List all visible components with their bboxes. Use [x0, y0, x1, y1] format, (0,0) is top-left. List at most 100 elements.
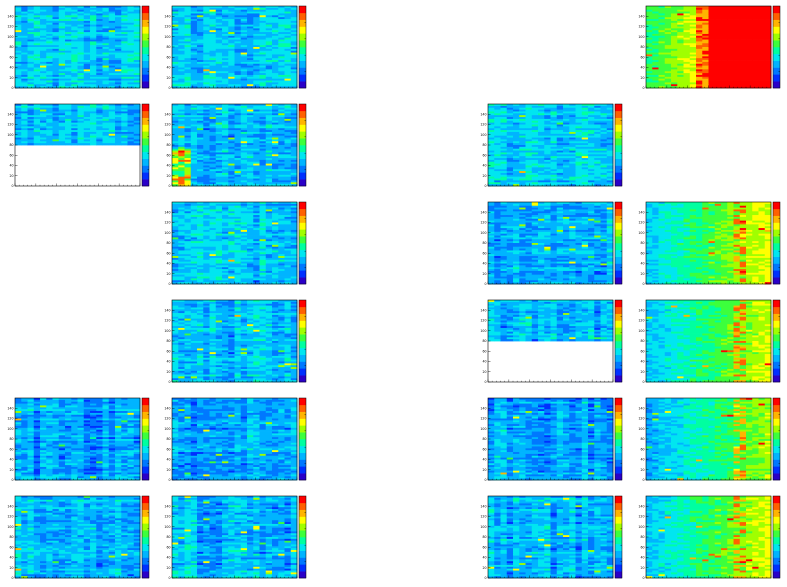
heatmap-cell — [500, 117, 508, 120]
heatmap-cell — [290, 7, 298, 11]
heatmap-cell — [594, 139, 601, 142]
heatmap-cell — [222, 71, 229, 74]
heatmap-cell — [240, 161, 248, 165]
heatmap-cell — [33, 143, 41, 146]
heatmap-cell — [506, 104, 514, 107]
heatmap-cell — [696, 86, 703, 89]
heatmap-cell — [108, 113, 116, 116]
heatmap-cell — [714, 71, 722, 74]
heatmap-cell — [259, 174, 267, 178]
heatmap-cell — [178, 145, 185, 148]
heatmap-cell — [190, 130, 198, 133]
heatmap-cell — [575, 159, 583, 163]
heatmap-cell — [259, 107, 267, 110]
heatmap-cell — [172, 20, 179, 24]
heatmap-cell — [121, 67, 128, 70]
heatmap-cell — [253, 165, 260, 168]
heatmap-cell — [65, 113, 72, 116]
heatmap-cell — [714, 15, 722, 18]
heatmap-cell — [228, 15, 235, 18]
heatmap-cell — [215, 182, 223, 185]
heatmap-cell — [52, 47, 60, 50]
heatmap-cell — [203, 48, 210, 52]
heatmap-cell — [519, 141, 526, 144]
heatmap-cell — [203, 13, 210, 16]
heatmap-cell — [488, 154, 495, 157]
heatmap-cell — [190, 86, 198, 89]
heatmap-cell — [683, 69, 691, 72]
heatmap-cell — [259, 48, 267, 52]
heatmap-cell — [133, 118, 141, 122]
heatmap-cell — [65, 104, 72, 107]
heatmap-cell — [52, 39, 60, 42]
colorscale-segment — [299, 19, 306, 27]
heatmap-cell — [278, 145, 285, 148]
heatmap-cell — [77, 104, 85, 107]
heatmap-cell — [65, 126, 72, 129]
heatmap-cell — [209, 156, 217, 159]
heatmap-cell — [290, 163, 298, 166]
heatmap-cell — [77, 143, 85, 146]
heatmap-cell — [33, 139, 41, 142]
heatmap-cell — [488, 122, 495, 125]
heatmap-cell — [133, 135, 141, 138]
heatmap-cell — [265, 167, 273, 170]
heatmap-cell — [488, 156, 495, 159]
colorscale-segment — [299, 53, 306, 61]
heatmap-cell — [764, 50, 772, 53]
heatmap-cell — [575, 124, 583, 127]
heatmap-cell — [727, 35, 734, 39]
heatmap-cell — [272, 63, 279, 67]
heatmap-cell — [222, 159, 229, 163]
heatmap-cell — [197, 74, 204, 78]
heatmap-cell — [178, 20, 185, 24]
heatmap-cell — [708, 71, 716, 74]
colorscale-segment — [142, 12, 149, 20]
heatmap-cell — [184, 67, 192, 70]
heatmap-cell — [556, 107, 564, 110]
heatmap-cell — [683, 7, 691, 11]
heatmap-cell — [90, 133, 97, 137]
heatmap-cell — [52, 126, 60, 129]
heatmap-cell — [658, 47, 666, 50]
heatmap-cell — [102, 67, 110, 70]
heatmap-cell — [83, 54, 91, 57]
heatmap-cell — [265, 71, 273, 74]
heatmap-cell — [272, 22, 279, 26]
heatmap-cell — [197, 152, 204, 155]
heatmap-cell — [228, 41, 235, 44]
heatmap-cell — [506, 158, 514, 161]
heatmap-cell — [234, 84, 242, 87]
heatmap-cell — [240, 69, 248, 72]
heatmap-cell — [677, 47, 684, 50]
heatmap-cell — [52, 67, 60, 70]
heatmap-cell — [714, 60, 722, 63]
heatmap-cell — [652, 78, 659, 81]
heatmap-cell — [228, 32, 235, 35]
heatmap-cell — [127, 11, 135, 14]
heatmap-cell — [284, 39, 292, 42]
heatmap-cell — [588, 105, 595, 109]
heatmap-cell — [190, 120, 198, 124]
heatmap-cell — [284, 154, 292, 157]
heatmap-cell — [646, 11, 653, 14]
heatmap-cell — [714, 67, 722, 70]
heatmap-cell — [290, 50, 298, 53]
heatmap-cell — [671, 60, 678, 63]
heatmap-cell — [290, 122, 298, 125]
heatmap-cell — [209, 135, 217, 138]
heatmap-cell — [721, 26, 728, 29]
heatmap-cell — [121, 63, 128, 67]
heatmap-cell — [664, 76, 672, 80]
heatmap-cell — [178, 74, 185, 78]
heatmap-cell — [290, 24, 298, 27]
heatmap-cell — [234, 143, 242, 146]
colorscale-segment — [142, 165, 149, 173]
heatmap-cell — [764, 24, 772, 27]
heatmap-cell — [108, 15, 116, 18]
heatmap-cell — [215, 13, 223, 16]
heatmap-cell — [506, 146, 514, 150]
heatmap-cell — [209, 122, 217, 125]
heatmap-cell — [215, 180, 223, 183]
heatmap-cell — [90, 74, 97, 78]
